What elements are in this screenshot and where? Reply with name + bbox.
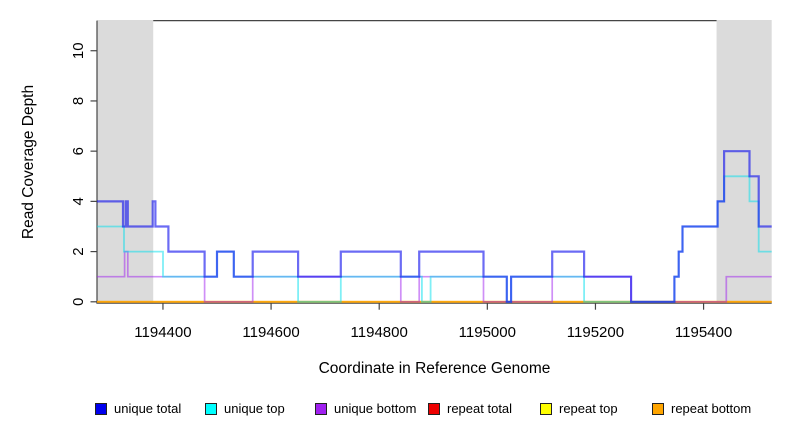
x-tick-label: 1195200 [567,324,624,341]
x-axis-title: Coordinate in Reference Genome [318,360,551,377]
x-tick-label: 1194600 [242,324,299,341]
series-unique-top [97,175,772,303]
x-tick-label: 1195000 [459,324,516,341]
x-tick-label: 1194800 [351,324,408,341]
y-tick-label: 8 [70,97,87,105]
y-axis-title: Read Coverage Depth [20,84,37,240]
series-unique-total [97,150,772,303]
y-tick-label: 6 [70,147,87,155]
highlight-region-1 [716,20,772,304]
x-tick-label: 1194400 [134,324,191,341]
y-tick-label: 10 [70,42,87,59]
x-tick-label: 1195400 [675,324,732,341]
y-tick-label: 4 [70,197,87,205]
y-tick-label: 2 [70,247,87,255]
y-tick-label: 0 [70,298,87,306]
